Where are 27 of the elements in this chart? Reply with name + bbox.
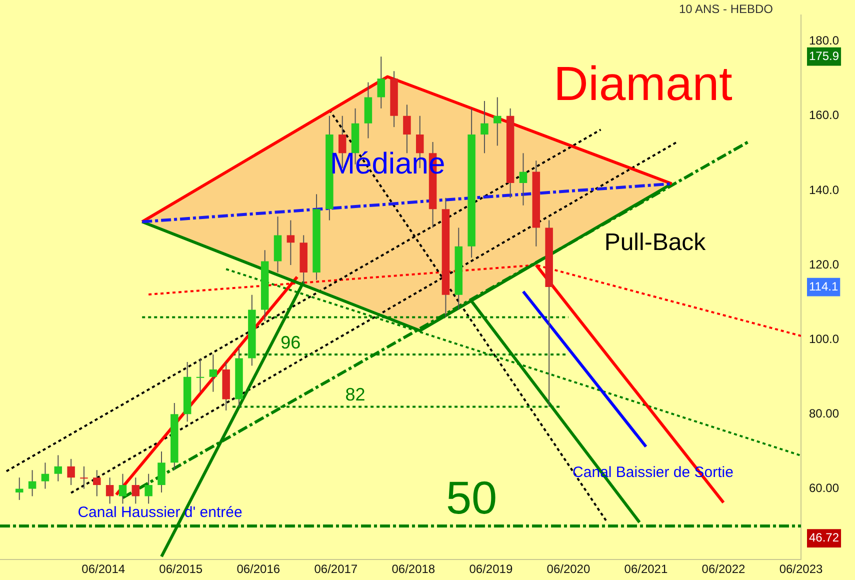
y-tick-label: 80.00 <box>809 406 840 420</box>
y-tick-label: 114.1 <box>809 279 838 294</box>
x-tick-label: 06/2018 <box>392 562 436 576</box>
annotation: 50 <box>446 472 498 524</box>
x-tick-label: 06/2022 <box>702 562 746 576</box>
annotation: Pull-Back <box>604 229 707 256</box>
x-tick-label: 06/2023 <box>779 562 824 576</box>
annotation: Diamant <box>554 58 732 111</box>
y-tick-label: 175.9 <box>809 48 840 63</box>
annotation: 96 <box>280 332 301 352</box>
y-tick-label: 100.0 <box>809 332 840 346</box>
x-tick-label: 06/2021 <box>624 562 668 576</box>
y-tick-label: 180.0 <box>809 34 840 48</box>
x-tick-label: 06/2020 <box>546 562 590 576</box>
x-tick-label: 06/2014 <box>82 562 126 576</box>
y-tick-label: 160.0 <box>809 108 840 122</box>
x-tick-label: 06/2019 <box>469 562 513 576</box>
annotation: 82 <box>345 384 366 405</box>
y-tick-label: 46.72 <box>809 530 840 545</box>
annotation: Canal Haussier d' entrée <box>78 504 242 521</box>
y-tick-label: 140.0 <box>809 182 840 197</box>
y-tick-label: 120.0 <box>809 257 840 272</box>
x-tick-label: 06/2015 <box>159 562 203 576</box>
y-tick-label: 60.00 <box>809 481 840 496</box>
chart-subtitle: 10 ANS - HEBDO <box>678 2 773 16</box>
x-tick-label: 06/2016 <box>236 562 280 576</box>
x-tick-label: 06/2017 <box>314 562 358 576</box>
